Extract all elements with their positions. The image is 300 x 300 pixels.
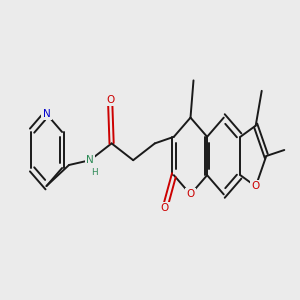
Text: H: H — [92, 168, 98, 177]
Text: N: N — [86, 155, 94, 165]
Text: N: N — [43, 109, 50, 119]
Text: O: O — [186, 189, 195, 200]
Text: O: O — [252, 182, 260, 191]
Text: O: O — [106, 95, 114, 105]
Text: O: O — [161, 203, 169, 213]
